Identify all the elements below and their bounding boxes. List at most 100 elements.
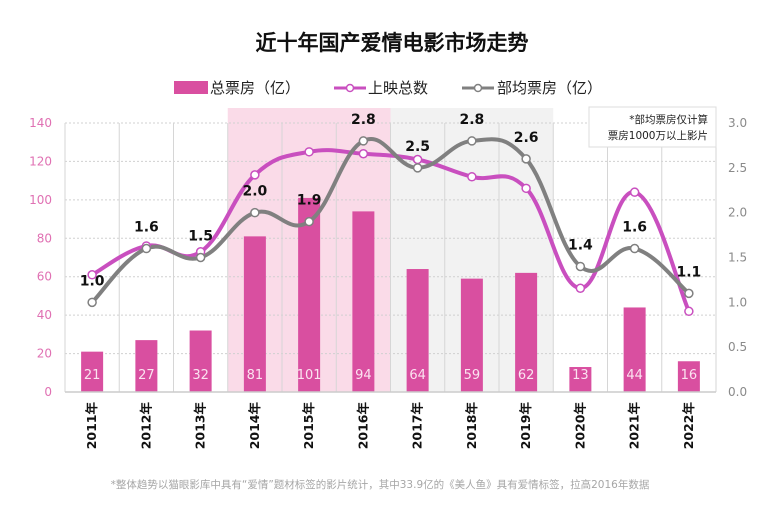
bar-value-label: 21 [84, 368, 101, 383]
point-avg-box-office [304, 216, 314, 227]
bar-value-label: 32 [192, 368, 209, 383]
bar [623, 307, 646, 392]
point-avg-box-office [575, 261, 586, 272]
line-series [87, 136, 694, 317]
y-right-tick-label: 1.0 [728, 295, 747, 309]
legend: 总票房（亿） 上映总数 部均票房（亿） [174, 79, 602, 97]
y-right-tick-label: 2.5 [728, 161, 747, 175]
point-avg-box-office [141, 243, 152, 254]
x-tick-label: 2017年 [410, 402, 425, 450]
point-release-count [575, 283, 586, 293]
avg-value-label: 1.6 [134, 220, 159, 236]
point-release-count [521, 183, 531, 194]
bar [460, 278, 483, 392]
bar [189, 330, 212, 392]
x-tick-label: 2022年 [681, 402, 696, 450]
bar [135, 340, 158, 392]
y-right-tick-label: 1.5 [728, 251, 747, 265]
point-avg-box-office [684, 288, 694, 299]
bar [569, 367, 592, 392]
x-tick-label: 2015年 [301, 402, 316, 450]
x-tick-label: 2011年 [84, 402, 99, 450]
annotation-line-1: *部均票房仅计算 [629, 113, 708, 126]
avg-value-label: 1.5 [188, 229, 213, 245]
bar-value-label: 101 [297, 368, 322, 383]
point-avg-box-office [467, 136, 477, 146]
bar-value-label: 27 [138, 368, 155, 383]
point-avg-box-office [250, 207, 260, 218]
chart-title: 近十年国产爱情电影市场走势 [256, 31, 529, 55]
avg-value-label: 2.0 [242, 184, 267, 200]
legend-marker-avg [473, 83, 483, 93]
bar-series-total-box-office: 21 27 32 81 101 94 64 59 62 13 44 16 [81, 197, 700, 392]
bar-value-label: 94 [355, 368, 372, 383]
bar-value-label: 59 [464, 368, 481, 383]
point-avg-box-office [87, 297, 97, 308]
point-release-count [629, 187, 640, 197]
point-release-count [304, 147, 314, 157]
point-release-count [412, 154, 423, 165]
bar [298, 197, 321, 392]
point-release-count [250, 170, 260, 180]
avg-value-label: 2.8 [459, 112, 484, 128]
legend-label-total-box-office: 总票房（亿） [210, 79, 300, 97]
y-left-tick-label: 120 [29, 154, 52, 168]
data-labels: 1.0 1.6 1.5 2.0 1.9 2.8 2.5 2.8 2.6 1.4 1.6 1.1 [80, 112, 702, 289]
point-avg-box-office [358, 136, 369, 146]
avg-value-label: 1.9 [297, 193, 322, 209]
x-tick-label: 2021年 [627, 402, 642, 450]
bar-value-label: 81 [247, 368, 264, 383]
y-left-tick-label: 100 [29, 193, 52, 207]
point-release-count [358, 148, 369, 159]
bar [677, 361, 700, 392]
bar [81, 351, 104, 392]
avg-value-label: 1.4 [568, 237, 593, 253]
x-tick-label: 2012年 [138, 402, 153, 450]
x-tick-label: 2019年 [518, 402, 533, 450]
y-left-tick-label: 80 [37, 231, 52, 245]
point-release-count [467, 172, 477, 182]
bar [515, 272, 538, 392]
y-left-tick-label: 20 [37, 347, 52, 361]
footnote: *整体趋势以猫眼影库中具有“爱情”题材标签的影片统计，其中33.9亿的《美人鱼》… [111, 478, 650, 491]
annotation-line-2: 票房1000万以上影片 [608, 129, 708, 142]
bar-value-label: 13 [572, 368, 589, 383]
point-avg-box-office [629, 243, 640, 254]
bar [406, 269, 429, 392]
y-left-tick-label: 140 [29, 116, 52, 130]
avg-value-label: 1.1 [676, 264, 701, 280]
x-tick-label: 2014年 [247, 402, 262, 450]
avg-value-label: 2.6 [514, 130, 539, 146]
y-left-tick-label: 40 [37, 308, 52, 322]
bar-value-label: 16 [681, 368, 698, 383]
legend-label-avg-box-office: 部均票房（亿） [497, 79, 602, 97]
annotation-frame [588, 106, 717, 148]
point-avg-box-office [521, 154, 531, 164]
y-left-tick-label: 60 [37, 270, 52, 284]
bar-value-label: 62 [518, 368, 535, 383]
y-right-tick-label: 0.0 [728, 385, 747, 399]
point-release-count [87, 270, 97, 280]
bar [352, 211, 375, 392]
legend-marker-count [345, 83, 355, 93]
x-tick-label: 2018年 [464, 402, 479, 450]
point-avg-box-office [412, 163, 423, 173]
bar-value-label: 44 [626, 368, 643, 383]
gridlines [64, 122, 717, 392]
point-release-count [684, 306, 694, 317]
avg-value-label: 2.8 [351, 112, 376, 128]
legend-swatch-bar [174, 81, 208, 94]
y-right-tick-label: 3.0 [728, 116, 747, 130]
y-right-tick-label: 2.0 [728, 206, 747, 220]
avg-value-label: 1.6 [622, 220, 647, 236]
avg-value-label: 2.5 [405, 139, 430, 155]
y-left-tick-label: 0 [44, 385, 52, 399]
x-tick-label: 2016年 [355, 402, 370, 450]
x-tick-label: 2020年 [572, 402, 587, 450]
avg-value-label: 1.0 [80, 273, 105, 289]
x-tick-label: 2013年 [193, 402, 208, 450]
axes: 0 20 40 60 80 100 120 140 0.0 0.5 1.0 1.5 2.0 2.5 3.0 2… [29, 116, 747, 449]
annotation-box: *部均票房仅计算 票房1000万以上影片 [588, 106, 717, 148]
bar [243, 236, 266, 392]
